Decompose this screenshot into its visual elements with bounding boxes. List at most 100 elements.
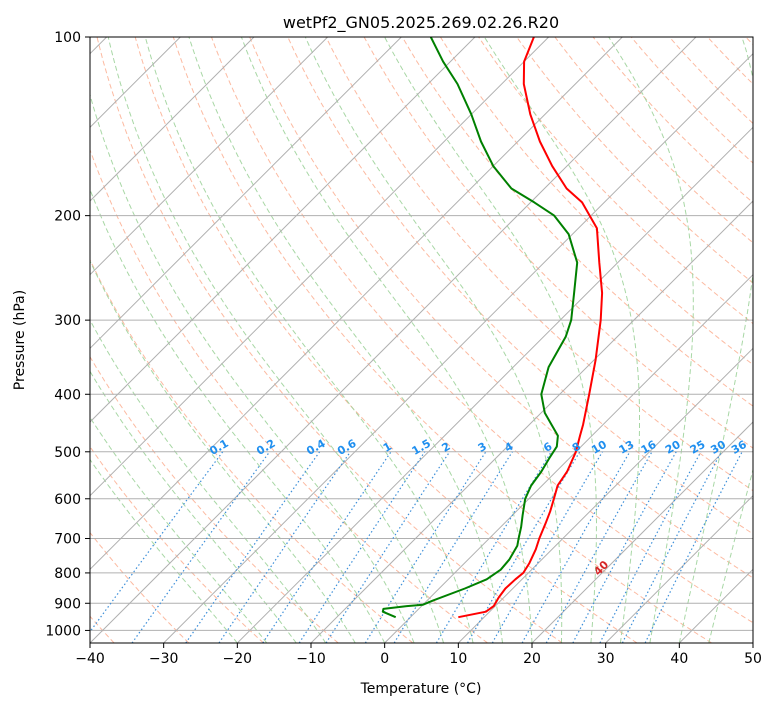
dry-adiabat-line <box>478 37 753 325</box>
moist-adiabat-line <box>90 319 327 643</box>
isotherm-line <box>236 126 753 643</box>
axes: 0.1 0.2 0.4 0.6 1 1.5 2 3 4 6 8 10 13 16 20 25 30 3640−40… <box>45 30 762 667</box>
isotherm-line <box>90 37 402 350</box>
dry-adiabat-line <box>249 37 753 579</box>
plot-frame <box>89 36 754 644</box>
mixing-ratio-line <box>435 451 552 643</box>
dry-adiabat-line <box>90 148 488 643</box>
x-tick-label: −40 <box>75 651 105 667</box>
dewpoint-line <box>381 37 579 619</box>
x-tick-label: 50 <box>744 651 762 667</box>
mixing-ratio-label: 25 <box>688 438 708 457</box>
dry-adiabat-line <box>325 37 753 492</box>
dry-adiabat-line <box>554 37 753 244</box>
temperature-line <box>458 37 604 619</box>
y-tick-label: 600 <box>54 492 81 508</box>
mixing-ratio-label: 16 <box>639 438 659 457</box>
x-tick-label: −10 <box>296 651 326 667</box>
dry-adiabat-line <box>745 37 753 46</box>
isotherm-line <box>90 37 697 643</box>
y-axis-label: Pressure (hPa) <box>12 290 28 390</box>
isotherm-line <box>752 642 753 643</box>
moist-adiabat-line <box>384 37 597 643</box>
moist-adiabat-line <box>608 37 694 643</box>
mixing-ratio-label: 2 <box>440 440 453 455</box>
moist-adiabat-line <box>483 37 640 643</box>
moist-adiabat-line <box>708 467 753 643</box>
mixing-ratio-labels: 0.1 0.2 0.4 0.6 1 1.5 2 3 4 6 8 10 13 16 20 25 30 36 <box>207 437 749 458</box>
x-tick-label: −20 <box>223 651 253 667</box>
x-axis-label: Temperature (°C) <box>360 681 482 697</box>
mixing-ratio-line <box>131 451 271 643</box>
y-tick-label: 400 <box>54 387 81 403</box>
x-tick-label: 40 <box>670 651 688 667</box>
mixing-ratio-label: 3 <box>476 440 489 455</box>
moist-adiabat-line <box>90 416 268 643</box>
moist-adiabat-line <box>240 37 533 643</box>
x-tick-label: 30 <box>597 651 615 667</box>
mixing-ratio-line <box>364 451 487 643</box>
mixing-ratio-label: 0.1 <box>207 437 230 458</box>
moist-adiabat-line <box>304 37 563 643</box>
isotherm-line <box>90 37 476 423</box>
mixing-ratio-label: 36 <box>729 438 749 457</box>
y-tick-label: 500 <box>54 445 81 461</box>
dry-adiabat-line <box>90 531 190 643</box>
mixing-ratio-line <box>599 451 702 643</box>
dry-adiabat-line <box>96 37 563 643</box>
x-tick-label: −30 <box>149 651 179 667</box>
mixing-ratio-lines <box>90 451 743 643</box>
mixing-ratio-label: 0.6 <box>335 437 359 458</box>
moist-adiabat-line <box>90 458 238 643</box>
y-tick-label: 900 <box>54 596 81 612</box>
dry-adiabat-line <box>707 37 753 85</box>
mixing-ratio-line <box>325 451 451 643</box>
mixing-ratio-label: 1 <box>381 440 394 455</box>
dry-adiabat-line <box>90 355 339 643</box>
isotherm-line <box>457 347 753 643</box>
dry-adiabat-line <box>592 37 753 204</box>
isotherm-line <box>90 37 329 276</box>
plot-area <box>90 37 753 643</box>
mixing-ratio-line <box>185 451 321 643</box>
mixing-ratio-line <box>466 451 581 643</box>
dry-adiabat-line <box>90 445 264 643</box>
dry-adiabats <box>90 37 753 643</box>
moist-adiabat-line <box>678 37 753 643</box>
isotherm-line <box>531 421 753 643</box>
y-tick-label: 1000 <box>45 623 81 639</box>
moist-adiabat-line <box>107 37 445 643</box>
isotherm-line <box>90 37 550 497</box>
isotherm-line <box>163 52 753 643</box>
moist-adiabats <box>90 37 753 643</box>
isotherm-line <box>384 273 753 643</box>
mixing-ratio-line <box>298 451 426 643</box>
x-tick-label: 0 <box>380 651 389 667</box>
dry-adiabat-line <box>90 258 414 643</box>
moist-adiabat-line <box>90 188 386 643</box>
moist-adiabat-line <box>188 37 503 643</box>
mixing-ratio-line <box>521 451 631 643</box>
isobars <box>90 37 753 631</box>
dry-adiabat-line <box>363 37 753 449</box>
isotherm-line <box>90 37 623 571</box>
dry-adiabat-line <box>516 37 753 284</box>
isotherm-line <box>605 494 753 643</box>
mixing-ratio-label: 1.5 <box>410 437 433 458</box>
y-tick-label: 800 <box>54 566 81 582</box>
x-tick-label: 10 <box>449 651 467 667</box>
dry-adiabat-line <box>172 37 712 643</box>
mixing-ratio-line <box>545 451 653 643</box>
isotherm-line <box>90 37 255 202</box>
isotherms <box>90 37 753 643</box>
mixing-ratio-line <box>644 451 743 643</box>
x-tick-label: 20 <box>523 651 541 667</box>
mixing-ratio-line <box>572 451 677 643</box>
dry-adiabat-line <box>134 37 638 643</box>
mixing-ratio-label: 4 <box>502 440 515 455</box>
dry-adiabat-line <box>211 37 753 624</box>
mixing-ratio-label: 0.2 <box>254 437 277 458</box>
mixing-ratio-line <box>218 451 351 643</box>
isotherm-line <box>310 200 753 643</box>
moist-adiabat-line <box>144 37 474 643</box>
